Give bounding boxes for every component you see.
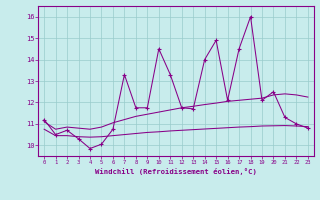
X-axis label: Windchill (Refroidissement éolien,°C): Windchill (Refroidissement éolien,°C): [95, 168, 257, 175]
